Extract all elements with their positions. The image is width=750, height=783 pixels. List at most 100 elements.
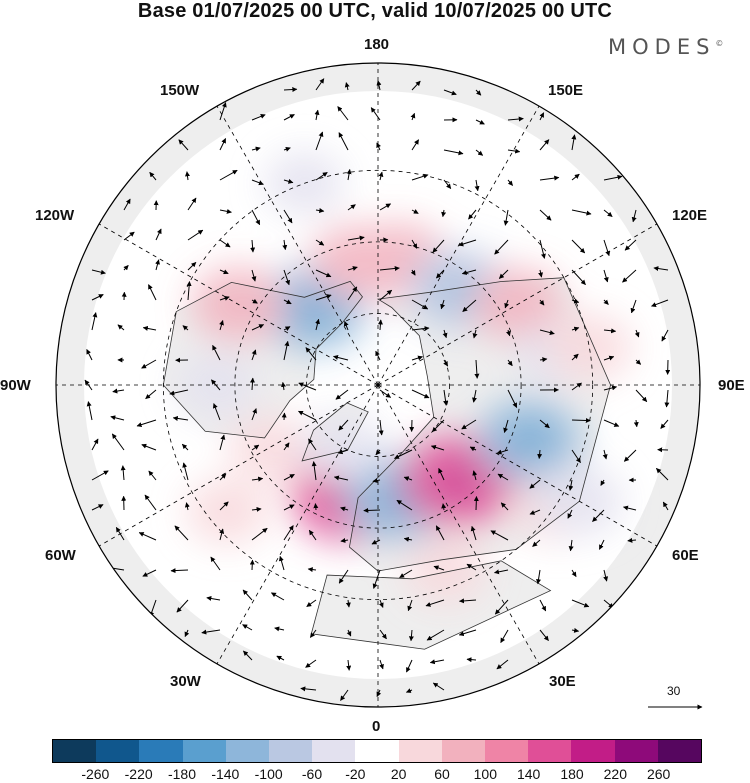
wind-arrow (86, 349, 93, 361)
wind-arrow (251, 349, 257, 361)
wind-arrow (500, 629, 509, 644)
wind-arrow (112, 388, 125, 394)
wind-arrow (315, 131, 324, 151)
wind-arrow (433, 565, 445, 571)
wind-arrow (504, 299, 510, 309)
wind-arrow (627, 537, 637, 543)
wind-arrow (472, 389, 477, 403)
wind-arrow (435, 525, 445, 541)
wind-arrow (466, 657, 477, 663)
wind-arrow (432, 682, 445, 691)
wind-arrow (411, 239, 418, 249)
latitude-circle (234, 241, 522, 529)
wind-arrow (251, 269, 257, 282)
reference-vector-label: 30 (667, 684, 681, 698)
wind-arrow (185, 171, 190, 181)
wind-arrow (283, 442, 290, 451)
wind-arrow (281, 412, 287, 421)
wind-arrow (507, 148, 521, 154)
anomaly-blob (546, 313, 632, 382)
wind-arrow (635, 389, 648, 402)
wind-arrow (438, 467, 445, 481)
wind-arrow (184, 629, 190, 638)
wind-arrow (346, 659, 352, 671)
wind-arrow (571, 627, 580, 633)
wind-vectors (84, 78, 671, 701)
wind-arrow (91, 269, 106, 275)
coastline (162, 280, 363, 439)
colorbar-swatch (312, 740, 356, 762)
colorbar-swatch (139, 740, 183, 762)
wind-arrow (624, 239, 637, 251)
colorbar-swatch (269, 740, 313, 762)
colorbar-tick-label: 100 (473, 766, 498, 782)
wind-arrow (219, 102, 227, 121)
wind-arrow (538, 269, 544, 278)
wind-arrow (430, 444, 445, 451)
wind-arrow (340, 689, 349, 701)
wind-arrow (571, 209, 592, 216)
wind-arrow (283, 340, 290, 361)
wind-arrow (458, 629, 477, 637)
wind-arrow (219, 138, 227, 151)
wind-arrow (338, 419, 349, 431)
wind-arrow (298, 382, 317, 391)
wind-arrow (251, 476, 264, 482)
wind-arrow (475, 89, 482, 96)
wind-arrow (633, 419, 639, 428)
wind-arrow (603, 385, 618, 391)
wind-arrow (411, 209, 419, 214)
anomaly-blob (186, 478, 269, 545)
wind-arrow (340, 537, 349, 543)
wind-arrow (182, 325, 189, 331)
wind-arrow (443, 149, 464, 156)
wind-arrow (568, 539, 574, 552)
wind-arrow (123, 231, 135, 241)
wind-arrow (251, 209, 261, 226)
wind-arrow (251, 506, 262, 512)
wind-arrow (337, 449, 349, 455)
wind-arrow (426, 629, 445, 641)
wind-arrow (440, 299, 446, 310)
wind-arrow (187, 262, 197, 271)
wind-arrow (379, 289, 393, 301)
wind-arrow (529, 479, 541, 489)
meridian (216, 384, 379, 665)
wind-arrow (603, 174, 623, 181)
wind-arrow (155, 228, 162, 241)
wind-arrow (429, 659, 445, 665)
wind-arrow (539, 139, 550, 151)
wind-arrow (494, 599, 509, 615)
wind-arrow (443, 179, 452, 189)
modes-logo: MODES© (608, 35, 723, 59)
anomaly-core (295, 292, 332, 325)
wind-arrow (251, 527, 268, 541)
wind-arrow (631, 209, 637, 223)
map-title: Base 01/07/2025 00 UTC, valid 10/07/2025… (137, 0, 613, 22)
wind-arrow (635, 359, 642, 365)
wind-arrow (378, 599, 384, 608)
wind-arrow (249, 559, 255, 571)
wind-arrow (539, 599, 547, 612)
coastline (301, 402, 369, 462)
colorbar-tick-label: 140 (516, 766, 541, 782)
wind-arrow (603, 269, 609, 283)
wind-arrow (468, 209, 477, 220)
wind-arrow (376, 689, 382, 698)
meridian (377, 223, 658, 386)
wind-arrow (660, 419, 669, 429)
wind-arrow (623, 449, 637, 462)
colorbar-tick-label: 60 (434, 766, 450, 782)
wind-arrow (372, 478, 381, 483)
wind-arrow (411, 326, 430, 332)
wind-arrow (656, 468, 669, 481)
wind-arrow (592, 509, 605, 522)
wind-arrow (305, 659, 317, 668)
anomaly-core (440, 273, 477, 306)
wind-arrow (138, 532, 157, 541)
wind-arrow (507, 116, 524, 122)
wind-arrow (283, 178, 294, 184)
wind-arrow (306, 599, 317, 608)
wind-arrow (379, 265, 400, 271)
wind-arrow (182, 462, 189, 481)
